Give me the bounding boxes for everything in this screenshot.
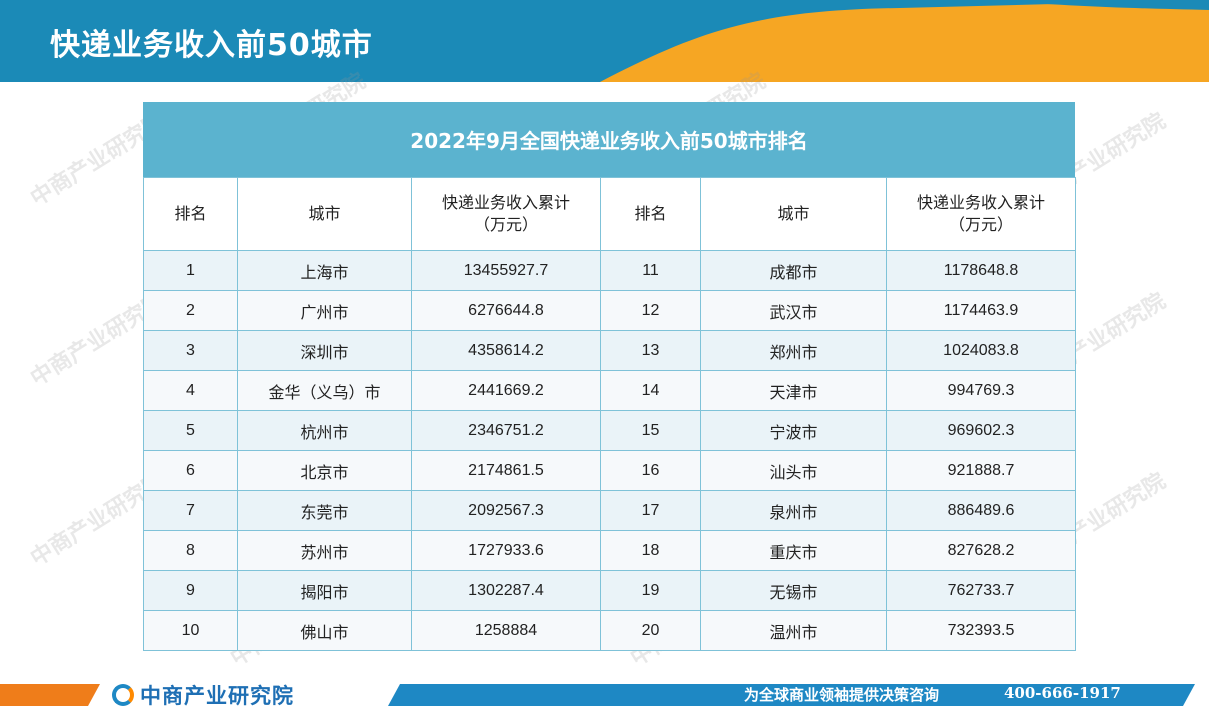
- table-body: 1 上海市 13455927.7 11 成都市 1178648.8 2 广州市 6276644.…: [143, 250, 1076, 651]
- footer-bar: 中商产业研究院 为全球商业领袖提供决策咨询 400-666-1917: [0, 680, 1209, 718]
- page-title: 快递业务收入前50城市: [50, 28, 373, 63]
- rank-cell: 18: [600, 530, 701, 571]
- rank-cell: 8: [143, 530, 238, 571]
- rank-cell: 16: [600, 450, 701, 491]
- revenue-cell: 2092567.3: [411, 490, 601, 531]
- city-cell: 无锡市: [700, 570, 887, 611]
- footer-slogan: 为全球商业领袖提供决策咨询: [744, 686, 940, 704]
- city-cell: 揭阳市: [237, 570, 412, 611]
- rank-cell: 1: [143, 250, 238, 291]
- revenue-cell: 827628.2: [886, 530, 1076, 571]
- city-cell: 成都市: [700, 250, 887, 291]
- revenue-cell: 886489.6: [886, 490, 1076, 531]
- rank-cell: 9: [143, 570, 238, 611]
- ranking-table: 排名 城市 快递业务收入累计 （万元） 排名 城市 快递业务收入累计 （万元） 1 上海市 134…: [143, 177, 1076, 651]
- column-header: 排名: [143, 177, 238, 251]
- revenue-cell: 2441669.2: [411, 370, 601, 411]
- table-title: 2022年9月全国快递业务收入前50城市排名: [143, 102, 1075, 177]
- table-row: 3 深圳市 4358614.2 13 郑州市 1024083.8: [143, 330, 1076, 371]
- column-header: 快递业务收入累计 （万元）: [886, 177, 1076, 251]
- revenue-cell: 732393.5: [886, 610, 1076, 651]
- city-cell: 苏州市: [237, 530, 412, 571]
- ranking-table-container: 2022年9月全国快递业务收入前50城市排名 排名 城市 快递业务收入累计 （万元）排…: [143, 102, 1076, 651]
- revenue-cell: 6276644.8: [411, 290, 601, 331]
- rank-cell: 17: [600, 490, 701, 531]
- table-row: 4 金华（义乌）市 2441669.2 14 天津市 994769.3: [143, 370, 1076, 411]
- city-cell: 广州市: [237, 290, 412, 331]
- city-cell: 泉州市: [700, 490, 887, 531]
- table-row: 2 广州市 6276644.8 12 武汉市 1174463.9: [143, 290, 1076, 331]
- city-cell: 杭州市: [237, 410, 412, 451]
- revenue-cell: 1302287.4: [411, 570, 601, 611]
- revenue-cell: 4358614.2: [411, 330, 601, 371]
- revenue-cell: 2346751.2: [411, 410, 601, 451]
- rank-cell: 12: [600, 290, 701, 331]
- revenue-cell: 969602.3: [886, 410, 1076, 451]
- table-row: 1 上海市 13455927.7 11 成都市 1178648.8: [143, 250, 1076, 291]
- rank-cell: 11: [600, 250, 701, 291]
- table-row: 7 东莞市 2092567.3 17 泉州市 886489.6: [143, 490, 1076, 531]
- revenue-cell: 2174861.5: [411, 450, 601, 491]
- city-cell: 北京市: [237, 450, 412, 491]
- rank-cell: 2: [143, 290, 238, 331]
- table-row: 6 北京市 2174861.5 16 汕头市 921888.7: [143, 450, 1076, 491]
- table-row: 5 杭州市 2346751.2 15 宁波市 969602.3: [143, 410, 1076, 451]
- revenue-cell: 1024083.8: [886, 330, 1076, 371]
- revenue-cell: 1174463.9: [886, 290, 1076, 331]
- company-logo: 中商产业研究院: [112, 682, 294, 708]
- header-decoration: [600, 0, 1209, 82]
- rank-cell: 6: [143, 450, 238, 491]
- rank-cell: 4: [143, 370, 238, 411]
- rank-cell: 20: [600, 610, 701, 651]
- city-cell: 武汉市: [700, 290, 887, 331]
- table-row: 10 佛山市 1258884 20 温州市 732393.5: [143, 610, 1076, 651]
- rank-cell: 3: [143, 330, 238, 371]
- rank-cell: 10: [143, 610, 238, 651]
- rank-cell: 14: [600, 370, 701, 411]
- rank-cell: 5: [143, 410, 238, 451]
- city-cell: 天津市: [700, 370, 887, 411]
- logo-text: 中商产业研究院: [140, 684, 294, 708]
- revenue-cell: 921888.7: [886, 450, 1076, 491]
- table-row: 8 苏州市 1727933.6 18 重庆市 827628.2: [143, 530, 1076, 571]
- table-row: 9 揭阳市 1302287.4 19 无锡市 762733.7: [143, 570, 1076, 611]
- revenue-cell: 1258884: [411, 610, 601, 651]
- city-cell: 温州市: [700, 610, 887, 651]
- column-header: 城市: [700, 177, 887, 251]
- table-header-row: 排名 城市 快递业务收入累计 （万元） 排名 城市 快递业务收入累计 （万元）: [143, 177, 1076, 251]
- rank-cell: 15: [600, 410, 701, 451]
- revenue-cell: 994769.3: [886, 370, 1076, 411]
- city-cell: 重庆市: [700, 530, 887, 571]
- city-cell: 东莞市: [237, 490, 412, 531]
- column-header: 快递业务收入累计 （万元）: [411, 177, 601, 251]
- revenue-cell: 762733.7: [886, 570, 1076, 611]
- city-cell: 汕头市: [700, 450, 887, 491]
- city-cell: 宁波市: [700, 410, 887, 451]
- city-cell: 郑州市: [700, 330, 887, 371]
- column-header: 排名: [600, 177, 701, 251]
- logo-icon: [112, 684, 134, 706]
- rank-cell: 7: [143, 490, 238, 531]
- revenue-cell: 1727933.6: [411, 530, 601, 571]
- column-header: 城市: [237, 177, 412, 251]
- footer-phone: 400-666-1917: [1004, 684, 1121, 702]
- city-cell: 金华（义乌）市: [237, 370, 412, 411]
- revenue-cell: 1178648.8: [886, 250, 1076, 291]
- header-banner: 快递业务收入前50城市: [0, 0, 1209, 82]
- city-cell: 佛山市: [237, 610, 412, 651]
- city-cell: 上海市: [237, 250, 412, 291]
- city-cell: 深圳市: [237, 330, 412, 371]
- rank-cell: 19: [600, 570, 701, 611]
- revenue-cell: 13455927.7: [411, 250, 601, 291]
- footer-decoration: [0, 684, 1195, 706]
- rank-cell: 13: [600, 330, 701, 371]
